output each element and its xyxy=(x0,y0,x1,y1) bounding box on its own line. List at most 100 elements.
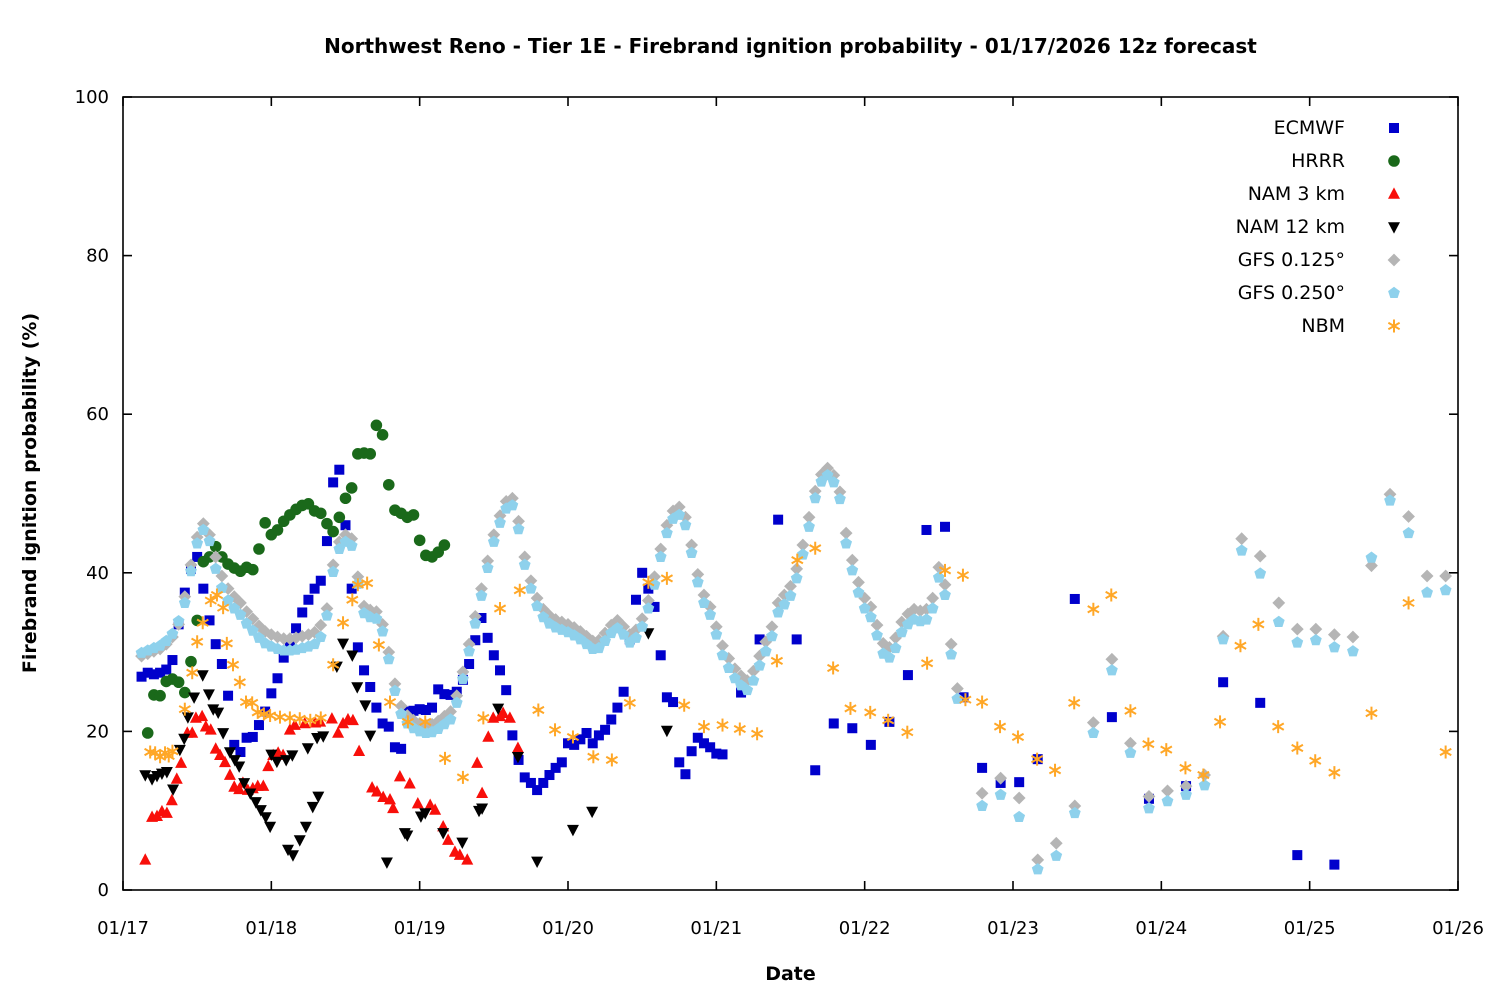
data-point xyxy=(173,744,186,757)
data-point xyxy=(566,732,580,742)
data-point xyxy=(1255,697,1266,708)
data-point xyxy=(630,631,642,643)
data-point xyxy=(186,668,199,677)
data-point xyxy=(728,672,741,684)
data-point xyxy=(747,674,760,686)
data-point xyxy=(845,553,859,567)
data-point xyxy=(617,628,630,640)
data-point xyxy=(223,768,236,780)
data-point xyxy=(505,491,519,505)
data-point xyxy=(160,806,173,818)
data-point xyxy=(425,717,439,731)
x-axis-title: Date xyxy=(765,963,816,985)
data-point xyxy=(606,714,617,725)
data-point xyxy=(185,655,197,668)
data-point xyxy=(1254,567,1267,579)
data-point xyxy=(244,788,257,800)
data-point xyxy=(1234,641,1247,650)
data-point xyxy=(327,565,340,578)
data-point xyxy=(637,567,648,578)
data-point xyxy=(716,649,729,661)
data-point xyxy=(315,575,326,586)
data-point xyxy=(507,730,518,741)
data-point xyxy=(1213,717,1227,726)
data-point xyxy=(1105,664,1118,676)
data-point xyxy=(1291,636,1304,648)
data-point xyxy=(642,602,655,614)
data-point xyxy=(419,808,432,820)
data-point xyxy=(482,730,495,742)
data-point xyxy=(1142,790,1156,803)
data-point xyxy=(530,591,544,605)
data-point xyxy=(493,604,507,613)
data-point xyxy=(383,721,394,732)
data-point xyxy=(975,786,989,800)
series-gfs-0-250- xyxy=(135,469,1452,875)
data-point xyxy=(332,726,345,738)
data-point xyxy=(501,685,512,696)
data-point xyxy=(382,478,395,491)
data-point xyxy=(223,690,234,701)
data-point xyxy=(246,563,259,576)
data-point xyxy=(297,607,308,618)
data-point xyxy=(286,850,299,862)
data-point xyxy=(685,538,699,552)
data-point xyxy=(365,681,376,692)
data-point xyxy=(266,688,277,699)
data-point xyxy=(345,482,358,494)
data-point xyxy=(216,603,230,612)
data-point xyxy=(1105,652,1119,666)
data-point xyxy=(901,728,914,737)
data-point xyxy=(461,853,474,865)
data-point xyxy=(283,713,297,723)
data-point xyxy=(204,596,217,605)
data-point xyxy=(427,702,438,713)
data-point xyxy=(371,785,384,797)
data-point xyxy=(1420,569,1434,583)
series-nam-12-km xyxy=(139,628,673,869)
data-point xyxy=(1011,732,1025,742)
data-point xyxy=(976,799,988,811)
data-point xyxy=(188,692,201,704)
data-point xyxy=(871,629,883,641)
data-point xyxy=(716,720,729,730)
data-point xyxy=(709,620,723,634)
data-point xyxy=(457,672,469,685)
data-point xyxy=(317,731,330,743)
data-point xyxy=(518,550,532,564)
data-point xyxy=(464,658,475,669)
data-point xyxy=(216,658,227,669)
data-point xyxy=(938,566,952,575)
data-point xyxy=(387,801,400,814)
x-tick-label: 01/25 xyxy=(1284,918,1336,939)
data-point xyxy=(1292,850,1303,861)
data-point xyxy=(196,618,209,627)
data-point xyxy=(1013,810,1026,823)
data-point xyxy=(351,682,364,694)
data-point xyxy=(945,648,958,660)
data-point xyxy=(148,669,159,680)
data-point xyxy=(229,739,240,750)
data-point xyxy=(314,630,327,643)
data-point xyxy=(840,537,853,549)
data-point xyxy=(1105,590,1118,600)
data-point xyxy=(705,742,716,753)
data-point xyxy=(1384,494,1396,506)
data-point xyxy=(240,605,254,619)
data-point xyxy=(172,676,185,689)
data-point xyxy=(790,572,803,584)
data-point xyxy=(512,514,525,528)
data-point xyxy=(1309,622,1323,636)
data-point xyxy=(1087,726,1100,739)
data-point xyxy=(544,770,555,781)
data-point xyxy=(532,785,543,796)
data-point xyxy=(1124,736,1137,750)
data-point xyxy=(926,591,940,605)
legend-label: HRRR xyxy=(1291,150,1345,172)
data-point xyxy=(192,551,203,562)
data-point xyxy=(975,697,989,707)
data-point xyxy=(468,610,482,623)
data-point xyxy=(215,581,228,593)
data-point xyxy=(442,833,455,845)
data-point xyxy=(178,705,191,714)
